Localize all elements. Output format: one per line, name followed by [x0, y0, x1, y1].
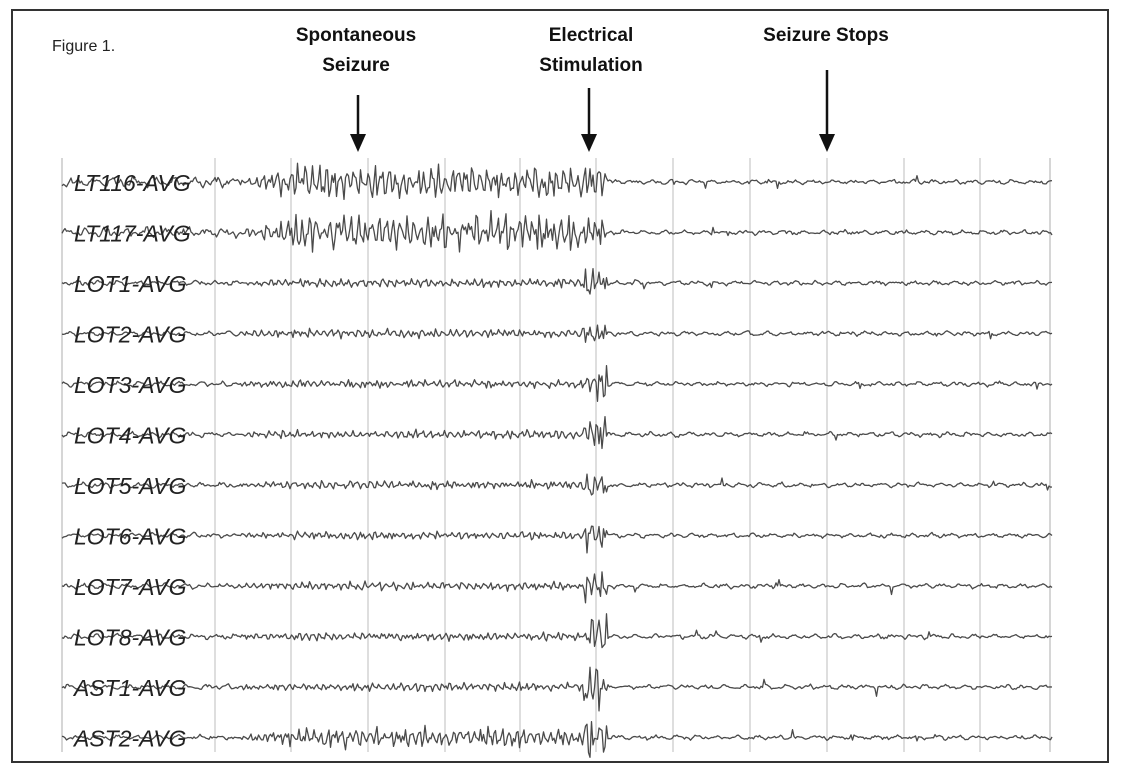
annotation-spontaneous-line2: Seizure: [322, 55, 390, 76]
channel-label-ast1-avg: AST1-AVG: [72, 675, 186, 701]
annotation-electrical-stimulation: Electrical Stimulation: [539, 25, 643, 152]
down-arrow-icon: [581, 88, 597, 152]
eeg-trace-lot8-avg: [61, 613, 1053, 649]
channel-label-lt116-avg: LT116-AVG: [74, 170, 191, 196]
eeg-trace-ast2-avg: [61, 721, 1053, 758]
channel-label-lt117-avg: LT117-AVG: [74, 221, 191, 247]
annotation-spontaneous-seizure: Spontaneous Seizure: [296, 25, 416, 152]
annotation-stops-line1: Seizure Stops: [763, 25, 889, 46]
eeg-traces: [61, 162, 1053, 758]
time-gridlines: [61, 158, 1051, 752]
annotation-seizure-stops: Seizure Stops: [763, 25, 889, 152]
channel-label-lot6-avg: LOT6-AVG: [74, 524, 186, 550]
eeg-trace-lot7-avg: [61, 571, 1053, 604]
figure-caption: Figure 1.: [52, 38, 115, 55]
annotation-stimulation-line1: Electrical: [549, 25, 634, 46]
eeg-trace-ast1-avg: [61, 666, 1053, 712]
channel-label-lot3-avg: LOT3-AVG: [74, 372, 186, 398]
eeg-trace-lot6-avg: [61, 525, 1053, 554]
eeg-trace-lot3-avg: [61, 364, 1053, 402]
channel-label-lot1-avg: LOT1-AVG: [74, 271, 186, 297]
annotation-stimulation-line2: Stimulation: [539, 55, 642, 76]
eeg-trace-lot4-avg: [61, 416, 1053, 450]
channel-label-ast2-avg: AST2-AVG: [72, 726, 186, 752]
eeg-trace-lt117-avg: [61, 209, 1053, 253]
channel-label-lot5-avg: LOT5-AVG: [74, 473, 186, 499]
channel-label-lot4-avg: LOT4-AVG: [74, 423, 186, 449]
eeg-trace-lot1-avg: [61, 268, 1053, 295]
eeg-trace-lt116-avg: [61, 162, 1053, 201]
down-arrow-icon: [819, 70, 835, 152]
channel-label-lot7-avg: LOT7-AVG: [74, 574, 186, 600]
annotation-spontaneous-line1: Spontaneous: [296, 25, 416, 46]
down-arrow-icon: [350, 95, 366, 152]
eeg-trace-lot2-avg: [61, 324, 1053, 343]
channel-label-lot2-avg: LOT2-AVG: [74, 322, 186, 348]
channel-label-lot8-avg: LOT8-AVG: [74, 625, 186, 651]
channel-labels: LT116-AVG LT117-AVG LOT1-AVG LOT2-AVG LOT3-A…: [72, 170, 191, 752]
eeg-trace-lot5-avg: [61, 473, 1053, 496]
